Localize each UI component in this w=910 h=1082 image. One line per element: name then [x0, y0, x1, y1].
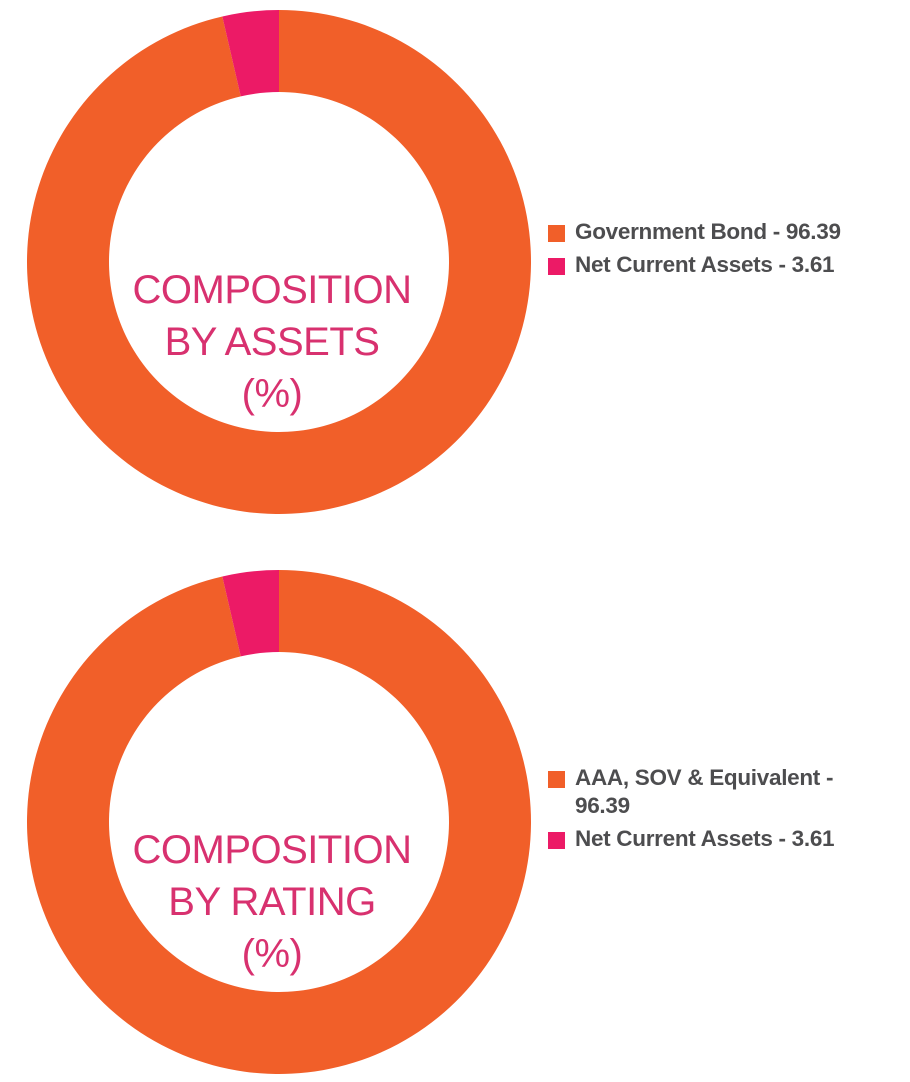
donut-slice-secondary — [222, 10, 279, 97]
chart-legend: Government Bond - 96.39 Net Current Asse… — [548, 218, 888, 284]
legend-label: Net Current Assets - 3.61 — [575, 826, 835, 851]
title-line-2: BY ASSETS — [164, 320, 380, 364]
legend-item-net-current-assets: Net Current Assets - 3.61 — [548, 251, 888, 279]
title-line-1: COMPOSITION — [132, 828, 412, 872]
chart-center-title: COMPOSITION BY RATING (%) — [102, 824, 442, 980]
title-line-3: (%) — [241, 932, 303, 976]
legend-item-government-bond: Government Bond - 96.39 — [548, 218, 888, 246]
title-line-1: COMPOSITION — [132, 268, 412, 312]
title-line-3: (%) — [241, 372, 303, 416]
legend-item-aaa-sov-equivalent: AAA, SOV & Equivalent - 96.39 — [548, 764, 888, 820]
donut-chart-rating — [26, 570, 531, 1074]
donut-chart-assets — [26, 10, 531, 514]
legend-label: Government Bond - 96.39 — [575, 219, 841, 244]
legend-item-net-current-assets: Net Current Assets - 3.61 — [548, 825, 888, 853]
chart-composition-by-assets: COMPOSITION BY ASSETS (%) Government Bon… — [0, 0, 910, 520]
legend-swatch-orange — [548, 225, 565, 242]
donut-slice-secondary — [222, 570, 279, 657]
chart-center-title: COMPOSITION BY ASSETS (%) — [102, 264, 442, 420]
legend-swatch-pink — [548, 258, 565, 275]
legend-swatch-pink — [548, 832, 565, 849]
title-line-2: BY RATING — [168, 880, 376, 924]
legend-label: AAA, SOV & Equivalent - 96.39 — [575, 765, 834, 818]
donut-slice-primary — [26, 10, 531, 514]
chart-composition-by-rating: COMPOSITION BY RATING (%) AAA, SOV & Equ… — [0, 560, 910, 1080]
legend-swatch-orange — [548, 771, 565, 788]
legend-label: Net Current Assets - 3.61 — [575, 252, 835, 277]
donut-slice-primary — [26, 570, 531, 1074]
chart-legend: AAA, SOV & Equivalent - 96.39 Net Curren… — [548, 764, 888, 858]
